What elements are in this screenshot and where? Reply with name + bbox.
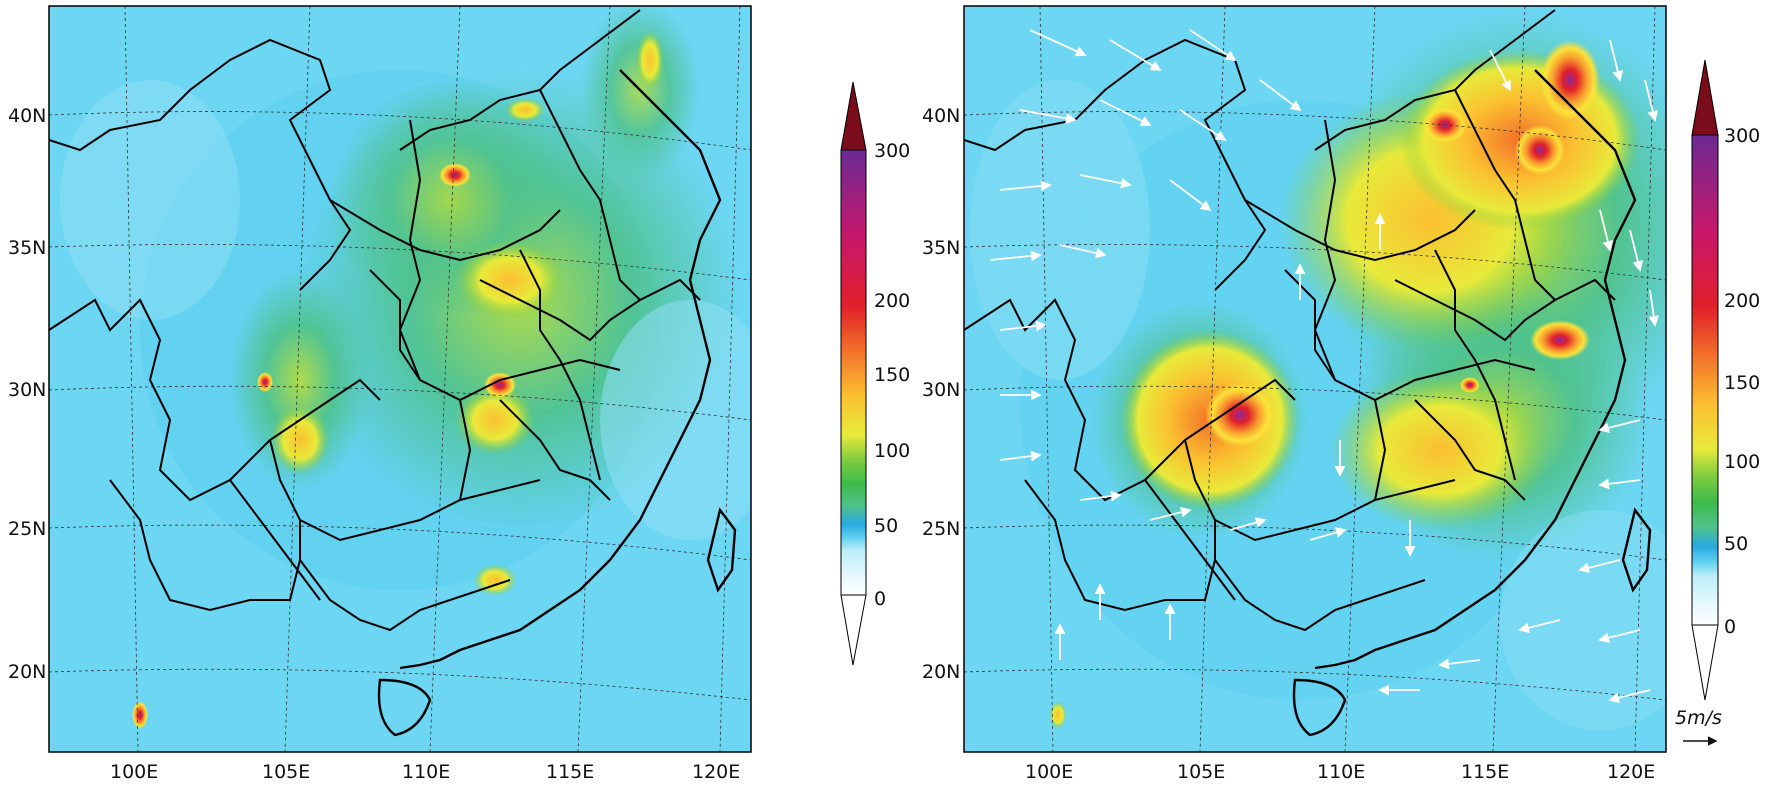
right-lon-labels: 100E 105E 110E 115E 120E	[1025, 761, 1655, 783]
lon-label-115e: 115E	[546, 761, 594, 783]
left-lat-labels: 40N 35N 30N 25N 20N	[8, 105, 46, 683]
right-colorbar-bar	[1691, 134, 1719, 626]
left-map-field	[49, 6, 751, 752]
lat-label-40n: 40N	[8, 105, 46, 127]
wind-vectors	[989, 29, 1660, 704]
right-map-panel: 40N 35N 30N 25N 20N 100E 105E 110E 115E …	[922, 5, 1667, 783]
left-colorbar-underflow	[840, 594, 867, 666]
lon-label-100e: 100E	[110, 761, 158, 783]
lat-label-30n: 30N	[8, 379, 46, 401]
lon-label-105e: 105E	[262, 761, 310, 783]
right-cb-tick-300: 300	[1724, 125, 1760, 147]
lat-label-35n: 35N	[8, 237, 46, 259]
right-map-frame	[963, 5, 1667, 753]
left-colorbar-overflow	[840, 81, 867, 151]
left-colorbar: 0 50 100 150 200 300	[840, 81, 910, 666]
lat-label-20n: 20N	[922, 661, 960, 683]
right-cb-tick-200: 200	[1724, 290, 1760, 312]
right-cb-tick-50: 50	[1724, 533, 1748, 555]
right-colorbar: 0 50 100 150 200 300	[1691, 59, 1760, 701]
lon-label-110e: 110E	[1317, 761, 1365, 783]
wind-reference: 5m/s	[1675, 707, 1722, 746]
lon-label-105e: 105E	[1177, 761, 1225, 783]
right-colorbar-overflow	[1691, 59, 1719, 136]
left-cb-tick-200: 200	[874, 290, 910, 312]
lon-label-100e: 100E	[1025, 761, 1073, 783]
left-cb-tick-0: 0	[874, 588, 886, 610]
lon-label-120e: 120E	[692, 761, 740, 783]
left-cb-tick-150: 150	[874, 364, 910, 386]
lat-label-35n: 35N	[922, 237, 960, 259]
right-map-field	[964, 6, 1666, 752]
right-cb-tick-0: 0	[1724, 616, 1736, 638]
lat-label-25n: 25N	[8, 518, 46, 540]
left-colorbar-bar	[840, 149, 867, 596]
left-cb-tick-50: 50	[874, 515, 898, 537]
lon-label-115e: 115E	[1461, 761, 1509, 783]
right-colorbar-underflow	[1691, 624, 1719, 701]
lon-label-120e: 120E	[1607, 761, 1655, 783]
left-map-frame	[48, 5, 752, 753]
wind-reference-label: 5m/s	[1675, 707, 1722, 729]
lat-label-40n: 40N	[922, 105, 960, 127]
right-lat-labels: 40N 35N 30N 25N 20N	[922, 105, 960, 683]
lat-label-30n: 30N	[922, 379, 960, 401]
lat-label-20n: 20N	[8, 661, 46, 683]
left-lon-labels: 100E 105E 110E 115E 120E	[110, 761, 740, 783]
right-cb-tick-100: 100	[1724, 451, 1760, 473]
right-cb-tick-150: 150	[1724, 372, 1760, 394]
lat-label-25n: 25N	[922, 518, 960, 540]
lon-label-110e: 110E	[402, 761, 450, 783]
left-cb-tick-100: 100	[874, 440, 910, 462]
left-map-panel: 40N 35N 30N 25N 20N 100E 105E 110E 115E …	[8, 5, 752, 783]
left-cb-tick-300: 300	[874, 140, 910, 162]
